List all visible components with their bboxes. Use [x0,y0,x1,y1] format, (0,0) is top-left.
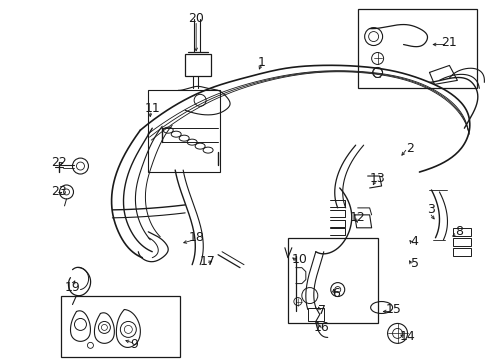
Text: 9: 9 [130,338,138,351]
Text: 4: 4 [410,235,418,248]
Bar [452,238,470,246]
Text: 10: 10 [291,253,307,266]
Text: 23: 23 [51,185,66,198]
Text: 1: 1 [258,56,265,69]
Text: 3: 3 [427,203,434,216]
Text: 11: 11 [144,102,160,115]
Bar [148,90,220,172]
Bar [287,238,377,323]
Text: 5: 5 [410,257,418,270]
Text: 22: 22 [51,156,66,168]
Text: 8: 8 [454,225,463,238]
Bar [61,296,180,357]
Bar [452,228,470,236]
Text: 16: 16 [313,321,329,334]
Bar [185,54,211,76]
Text: 20: 20 [188,12,203,25]
Text: 14: 14 [399,330,415,343]
Text: 2: 2 [406,141,414,155]
Text: 19: 19 [64,281,80,294]
Text: 18: 18 [188,231,203,244]
Text: 12: 12 [349,211,365,224]
Bar [452,248,470,256]
Bar [307,307,323,321]
Text: 15: 15 [385,303,401,316]
Text: 21: 21 [441,36,456,49]
Text: 7: 7 [317,304,325,317]
Text: 17: 17 [200,255,216,268]
Bar [357,9,476,88]
Text: 13: 13 [369,171,385,185]
Text: 6: 6 [331,287,339,300]
